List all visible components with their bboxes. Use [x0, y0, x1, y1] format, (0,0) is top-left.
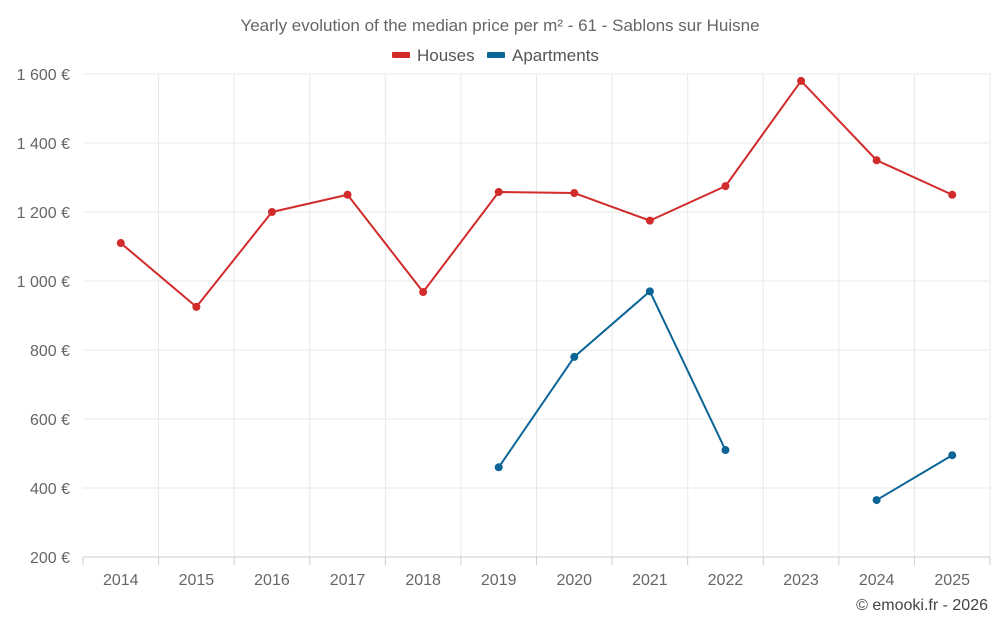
data-point-apartments[interactable] — [494, 463, 503, 472]
y-tick-label: 400 € — [30, 481, 70, 498]
y-tick-label: 1 000 € — [17, 274, 70, 291]
x-tick-label: 2021 — [632, 572, 668, 589]
x-tick-label: 2019 — [481, 572, 517, 589]
data-point-apartments[interactable] — [570, 352, 579, 361]
series-layer — [116, 76, 957, 505]
legend-label-apartments: Apartments — [512, 46, 599, 65]
y-tick-label: 1 400 € — [17, 136, 70, 153]
y-tick-label: 200 € — [30, 550, 70, 567]
y-tick-label: 1 600 € — [17, 67, 70, 84]
x-tick-label: 2025 — [934, 572, 970, 589]
x-tick-label: 2017 — [330, 572, 366, 589]
data-point-houses[interactable] — [645, 216, 654, 225]
grid — [83, 73, 991, 557]
x-tick-label: 2023 — [783, 572, 819, 589]
data-point-apartments[interactable] — [645, 287, 654, 296]
data-point-houses[interactable] — [570, 189, 579, 198]
data-point-houses[interactable] — [797, 76, 806, 85]
legend-swatch-houses — [392, 52, 410, 58]
y-tick-label: 800 € — [30, 343, 70, 360]
data-point-houses[interactable] — [494, 187, 503, 196]
data-point-apartments[interactable] — [948, 451, 957, 460]
data-point-houses[interactable] — [192, 302, 201, 311]
x-tick-label: 2018 — [405, 572, 441, 589]
data-point-houses[interactable] — [872, 156, 881, 165]
data-point-houses[interactable] — [267, 208, 276, 216]
x-tick-label: 2014 — [103, 572, 139, 589]
series-line-apartments — [497, 290, 727, 468]
x-tick-label: 2016 — [254, 572, 290, 589]
data-point-houses[interactable] — [419, 288, 428, 297]
legend-label-houses: Houses — [417, 46, 475, 65]
x-tick-label: 2015 — [179, 572, 215, 589]
legend: Houses Apartments — [392, 46, 599, 65]
y-tick-label: 600 € — [30, 412, 70, 429]
legend-item-apartments[interactable]: Apartments — [487, 46, 599, 65]
data-point-houses[interactable] — [721, 182, 730, 191]
x-tick-label: 2022 — [708, 572, 744, 589]
axes: 200 € 400 € 600 € 800 € 1 000 € 1 200 € 1 400 … — [17, 67, 991, 589]
y-tick-label: 1 200 € — [17, 205, 70, 222]
series-line-apartments — [876, 454, 953, 501]
data-point-houses[interactable] — [948, 190, 957, 199]
data-point-apartments[interactable] — [872, 496, 881, 505]
chart-title: Yearly evolution of the median price per… — [240, 16, 759, 35]
x-tick-label: 2024 — [859, 572, 895, 589]
legend-item-houses[interactable]: Houses — [392, 46, 475, 65]
data-point-houses[interactable] — [343, 190, 352, 199]
x-tick-label: 2020 — [556, 572, 592, 589]
data-point-apartments[interactable] — [721, 446, 730, 455]
data-point-houses[interactable] — [116, 239, 125, 248]
series-line-houses — [120, 79, 953, 308]
credit: © emooki.fr - 2026 — [856, 597, 988, 614]
legend-swatch-apartments — [487, 52, 505, 58]
